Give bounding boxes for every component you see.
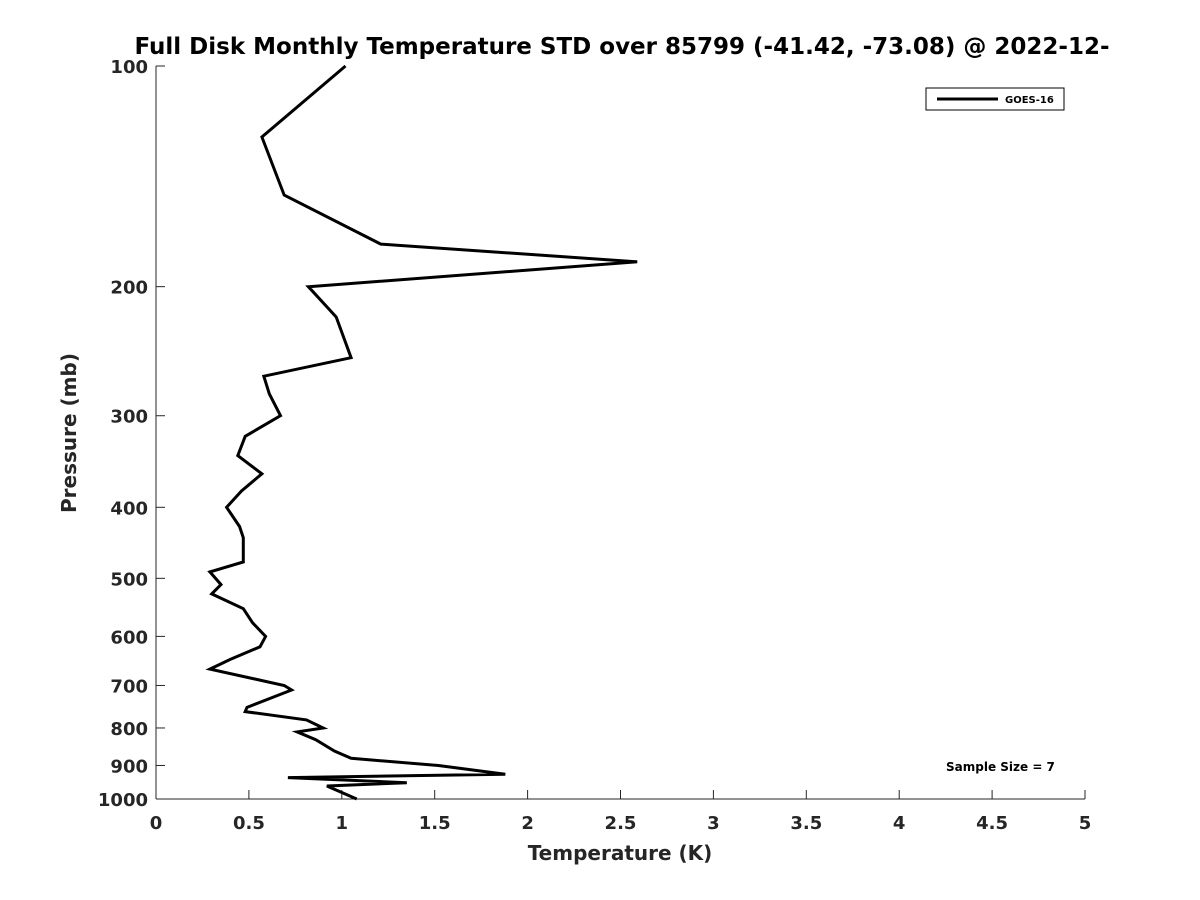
- x-tick-label: 5: [1079, 813, 1092, 834]
- sample-size-annotation: Sample Size = 7: [946, 760, 1055, 774]
- y-axis-label: Pressure (mb): [57, 353, 81, 513]
- y-tick-label: 700: [110, 676, 148, 697]
- legend: GOES-16: [925, 87, 1065, 111]
- y-tick-label: 500: [110, 569, 148, 590]
- x-axis-label: Temperature (K): [528, 841, 713, 865]
- x-tick-label: 0.5: [233, 813, 265, 834]
- x-tick-label: 4: [893, 813, 906, 834]
- x-tick-label: 0: [150, 813, 163, 834]
- y-tick-label: 100: [110, 57, 148, 78]
- chart-title: Full Disk Monthly Temperature STD over 8…: [134, 34, 1109, 60]
- series-line-goes-16: [205, 64, 638, 801]
- y-tick-label: 400: [110, 498, 148, 519]
- x-tick-label: 4.5: [976, 813, 1008, 834]
- x-tick-label: 1.5: [419, 813, 451, 834]
- y-tick-label: 200: [110, 278, 148, 299]
- plot-area: [156, 66, 1085, 799]
- y-tick-label: 800: [110, 719, 148, 740]
- x-tick-label: 2: [521, 813, 534, 834]
- x-axis: 0 0.5 1 1.5 2 2.5 3 3.5 4 4.5 5: [150, 790, 1092, 834]
- legend-label: GOES-16: [1005, 95, 1054, 106]
- y-axis: 100 200 300 400 500 600 700 800 900 1000: [98, 57, 165, 811]
- y-tick-label: 1000: [98, 790, 148, 811]
- x-tick-label: 2.5: [605, 813, 637, 834]
- x-tick-label: 3.5: [790, 813, 822, 834]
- x-tick-label: 3: [707, 813, 720, 834]
- y-tick-label: 600: [110, 627, 148, 648]
- y-tick-label: 900: [110, 756, 148, 777]
- y-tick-label: 300: [110, 407, 148, 428]
- x-tick-label: 1: [336, 813, 349, 834]
- series-layer: [205, 64, 638, 801]
